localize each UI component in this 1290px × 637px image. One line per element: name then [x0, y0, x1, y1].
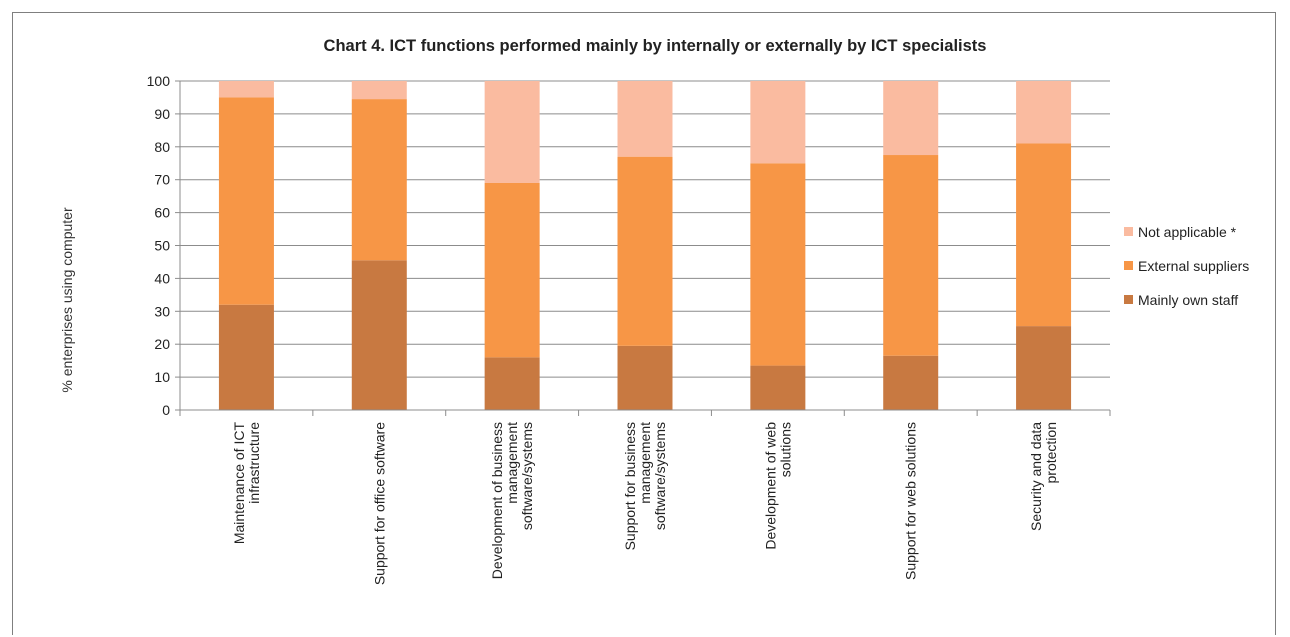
bar-segment-mainly-own-staff [218, 304, 274, 410]
bar-segment-external-suppliers [617, 156, 673, 346]
legend-swatch [1124, 295, 1133, 304]
x-tick-label-line: software/systems [652, 422, 668, 530]
x-tick-label-line: Support for web solutions [903, 422, 919, 580]
x-tick-label-line: Support for office software [371, 422, 387, 585]
bar-segment-external-suppliers [750, 163, 806, 366]
y-tick-label: 70 [154, 172, 170, 188]
y-tick-labels: 0 10 20 30 40 50 60 70 80 90 100 [147, 73, 171, 418]
bar-segment-mainly-own-staff [883, 355, 939, 410]
bar-segment-mainly-own-staff [484, 357, 540, 410]
x-tick-label: Support for business management software/s… [622, 422, 668, 551]
x-tick-label-line: infrastructure [246, 422, 262, 504]
bar-segment-mainly-own-staff [1016, 326, 1072, 410]
y-tick-label: 40 [154, 270, 170, 286]
legend-swatch [1124, 227, 1133, 236]
x-tick-label: Security and data protection [1028, 422, 1059, 531]
legend-swatch [1124, 261, 1133, 270]
x-tick-label: Development of business management softwar… [489, 422, 535, 579]
x-tick-label: Development of web solutions [762, 422, 793, 550]
y-tick-label: 0 [162, 402, 170, 418]
y-tick-label: 30 [154, 303, 170, 319]
bar-segment-external-suppliers [218, 97, 274, 305]
y-tick-label: 100 [147, 73, 171, 89]
legend-label: External suppliers [1138, 258, 1249, 274]
legend-item: Not applicable * [1124, 224, 1237, 240]
bar-segment-mainly-own-staff [617, 345, 673, 410]
y-tick-label: 60 [154, 205, 170, 221]
bar-segment-not-applicable [1016, 81, 1072, 144]
y-tick-label: 90 [154, 106, 170, 122]
x-tick-label-line: Development of business [489, 422, 505, 579]
x-tick-label-line: solutions [777, 422, 793, 477]
x-tick-label-line: management [637, 422, 653, 504]
bar-segment-mainly-own-staff [750, 365, 806, 410]
bar-segment-external-suppliers [883, 155, 939, 356]
x-tick-label-line: Development of web [762, 422, 778, 550]
bar-segment-not-applicable [218, 81, 274, 98]
bar-segment-external-suppliers [351, 99, 407, 261]
y-tick-label: 20 [154, 336, 170, 352]
chart-title: Chart 4. ICT functions performed mainly … [324, 37, 987, 55]
x-tick-label-line: management [504, 422, 520, 504]
bar-segment-not-applicable [484, 81, 540, 183]
x-tick-label-line: Maintenance of ICT [231, 422, 247, 545]
y-tick-label: 10 [154, 369, 170, 385]
bar-segment-not-applicable [750, 81, 806, 164]
legend-label: Not applicable * [1138, 224, 1237, 240]
x-tick-label-line: protection [1043, 422, 1059, 483]
x-tick-labels: Maintenance of ICT infrastructure Support … [231, 422, 1059, 586]
x-tick-label: Support for web solutions [903, 422, 919, 580]
bar-segment-not-applicable [617, 81, 673, 157]
x-tick-label-line: software/systems [519, 422, 535, 530]
x-tick-label-line: Support for business [622, 422, 638, 550]
bar-segment-not-applicable [883, 81, 939, 156]
bar-segment-external-suppliers [484, 182, 540, 358]
legend-label: Mainly own staff [1138, 292, 1238, 308]
bar-segment-not-applicable [351, 81, 407, 100]
x-tick-label: Maintenance of ICT infrastructure [231, 422, 262, 545]
y-axis-label: % enterprises using computer [59, 207, 75, 393]
legend: Not applicable * External suppliers Mainly… [1124, 224, 1249, 308]
x-tick-label-line: Security and data [1028, 422, 1044, 531]
bar-segment-mainly-own-staff [351, 260, 407, 410]
bars [218, 81, 1072, 410]
y-tick-label: 50 [154, 238, 170, 254]
bar-segment-external-suppliers [1016, 143, 1072, 327]
axes [175, 80, 1111, 416]
legend-item: External suppliers [1124, 258, 1249, 274]
y-tick-label: 80 [154, 139, 170, 155]
legend-item: Mainly own staff [1124, 292, 1238, 308]
x-tick-label: Support for office software [371, 422, 387, 585]
